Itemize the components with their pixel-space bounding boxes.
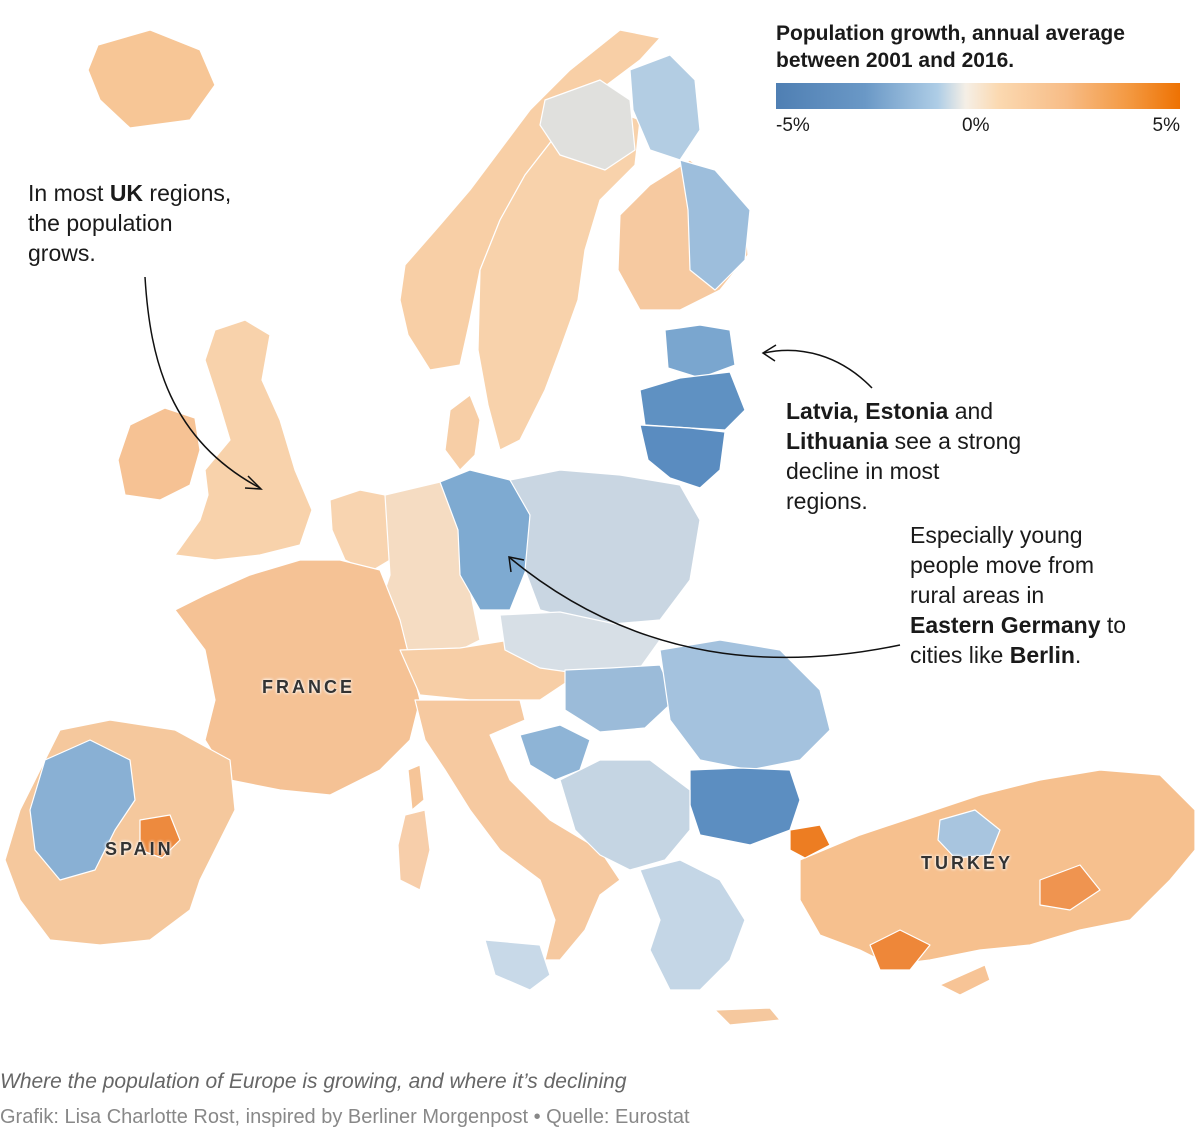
uk-annotation-text2: regions, xyxy=(143,180,232,206)
region-germany-east xyxy=(439,469,531,611)
region-romania xyxy=(659,639,831,771)
region-ireland xyxy=(117,407,201,501)
baltics-annotation-text1: and xyxy=(948,398,994,424)
region-lithuania xyxy=(639,424,726,489)
uk-annotation-line2: the population xyxy=(28,210,173,236)
uk-annotation-text: In most xyxy=(28,180,110,206)
region-istanbul xyxy=(789,824,831,859)
country-label-spain: SPAIN xyxy=(105,839,174,859)
map-credit: Grafik: Lisa Charlotte Rost, inspired by… xyxy=(0,1106,690,1128)
region-denmark xyxy=(444,394,481,471)
region-sweden-north xyxy=(539,79,636,171)
region-bulgaria xyxy=(689,767,801,846)
uk-annotation-line3: grows. xyxy=(28,240,96,266)
region-spain-west xyxy=(29,739,136,881)
germany-annotation-line1: Especially young xyxy=(910,522,1083,548)
germany-annotation-text3: . xyxy=(1074,642,1082,668)
region-france xyxy=(174,559,421,796)
germany-annotation-text1: to xyxy=(1100,612,1127,638)
country-label-turkey: TURKEY xyxy=(921,853,1014,873)
map-caption: Where the population of Europe is growin… xyxy=(0,1070,627,1093)
uk-annotation-bold: UK xyxy=(109,180,144,206)
region-italy xyxy=(414,699,621,961)
region-corsica xyxy=(407,764,425,811)
baltics-annotation-line3: decline in most xyxy=(786,458,940,484)
germany-annotation-bold1: Eastern Germany xyxy=(910,612,1101,638)
legend-title: Population growth, annual average betwee… xyxy=(776,20,1180,74)
region-turkey-east xyxy=(1039,864,1101,911)
legend-title-line1: Population growth, annual average xyxy=(776,22,1125,45)
region-estonia xyxy=(664,324,736,379)
baltics-annotation-bold1: Latvia, Estonia xyxy=(786,398,949,424)
region-uk xyxy=(174,319,313,561)
region-turkey-south xyxy=(869,929,931,971)
region-iceland xyxy=(87,29,216,129)
europe-map xyxy=(4,29,1196,1026)
baltics-annotation-text2: see a strong xyxy=(888,428,1022,454)
country-label-france: FRANCE xyxy=(262,677,355,697)
color-legend: Population growth, annual average betwee… xyxy=(776,20,1180,141)
germany-arrow-head xyxy=(508,556,525,573)
region-sardinia xyxy=(397,809,431,891)
uk-annotation: In most UK regions, the population grows… xyxy=(28,178,231,268)
region-poland xyxy=(509,469,701,626)
uk-arrow xyxy=(144,276,261,489)
baltics-annotation-bold2: Lithuania xyxy=(786,428,889,454)
region-turkey xyxy=(799,769,1196,966)
germany-annotation: Especially young people move from rural … xyxy=(910,520,1126,670)
germany-annotation-line3: rural areas in xyxy=(910,582,1045,608)
legend-max-label: 5% xyxy=(1152,115,1180,136)
legend-gradient-bar xyxy=(776,83,1180,109)
germany-annotation-bold2: Berlin xyxy=(1009,642,1075,668)
germany-annotation-line2: people move from xyxy=(910,552,1095,578)
region-latvia xyxy=(639,371,746,431)
region-balkans xyxy=(559,759,691,871)
legend-min-label: -5% xyxy=(776,115,810,136)
region-sicily xyxy=(484,939,551,991)
legend-title-line2: between 2001 and 2016. xyxy=(776,49,1015,72)
region-cyprus xyxy=(939,964,991,996)
legend-mid-label: 0% xyxy=(962,115,990,136)
baltics-arrow xyxy=(763,349,873,389)
baltics-annotation: Latvia, Estonia and Lithuania see a stro… xyxy=(786,396,1021,516)
region-madrid xyxy=(139,814,181,859)
region-crete xyxy=(714,1007,781,1026)
region-finland-north xyxy=(629,54,701,161)
germany-arrow xyxy=(509,557,901,659)
region-greece xyxy=(639,859,746,991)
legend-ticks: -5% 0% 5% xyxy=(776,115,1180,141)
uk-arrow-head xyxy=(244,475,263,490)
region-finland-east xyxy=(679,159,751,291)
baltics-arrow-head xyxy=(761,344,777,362)
region-hungary xyxy=(564,664,676,733)
region-turkey-center xyxy=(937,809,1001,859)
baltics-annotation-line4: regions. xyxy=(786,488,868,514)
region-sweden xyxy=(477,104,641,451)
germany-annotation-text2: cities like xyxy=(910,642,1010,668)
